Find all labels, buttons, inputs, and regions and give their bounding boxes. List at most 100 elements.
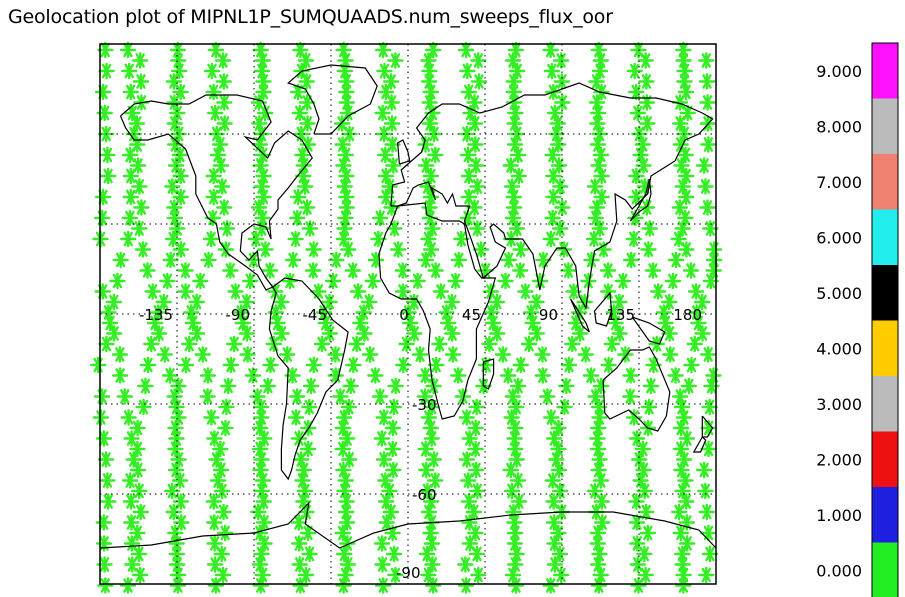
sample-marker <box>555 241 573 258</box>
sample-marker <box>468 545 486 563</box>
colorbar-tick-labels: 0.000 1.000 2.000 3.000 4.000 5.000 6.000 7.000… <box>816 62 862 581</box>
sample-marker <box>421 199 438 216</box>
sample-marker <box>382 73 400 90</box>
sample-marker <box>508 398 525 416</box>
sample-marker <box>338 94 355 111</box>
sample-marker <box>116 388 133 405</box>
sample-marker <box>194 346 211 363</box>
sample-marker <box>549 115 566 132</box>
sample-marker <box>467 157 485 174</box>
sample-marker <box>348 335 365 353</box>
colorbar-tick-label: 0.000 <box>816 561 862 580</box>
sample-marker <box>679 104 696 122</box>
sample-marker <box>427 146 444 164</box>
sample-marker <box>259 377 277 395</box>
sample-marker <box>328 251 345 269</box>
sample-marker <box>288 388 306 405</box>
sample-marker <box>589 115 606 132</box>
sample-marker <box>111 346 129 363</box>
sample-marker <box>225 335 243 353</box>
sample-marker <box>129 524 146 542</box>
sample-marker <box>592 566 609 584</box>
sample-marker <box>296 482 314 500</box>
sample-marker <box>289 188 307 206</box>
sample-marker <box>129 157 147 174</box>
sample-marker <box>504 566 522 584</box>
sample-marker <box>470 52 487 69</box>
sample-marker <box>425 125 443 143</box>
sample-marker <box>168 220 186 237</box>
sample-marker <box>305 241 322 258</box>
sample-marker <box>420 566 437 584</box>
sample-marker <box>698 566 715 584</box>
sample-marker <box>342 377 359 395</box>
sample-marker <box>509 377 527 395</box>
sample-marker <box>469 178 486 195</box>
sample-marker <box>299 136 317 153</box>
sample-marker <box>232 304 250 321</box>
sample-marker <box>206 535 223 552</box>
sample-marker <box>453 230 470 248</box>
colorbar-swatch <box>872 376 898 432</box>
sample-marker <box>131 482 148 500</box>
sample-marker <box>550 440 567 458</box>
sample-marker <box>522 304 540 321</box>
sample-marker <box>279 346 296 363</box>
sample-marker <box>327 346 344 363</box>
sample-marker <box>254 566 271 584</box>
sample-marker <box>370 230 387 248</box>
sample-marker <box>428 356 445 374</box>
sample-marker <box>166 94 183 111</box>
sample-marker <box>218 398 235 416</box>
sample-marker <box>355 304 372 321</box>
sample-marker <box>420 503 438 521</box>
sample-marker <box>457 556 474 573</box>
sample-marker <box>697 178 714 195</box>
sample-marker <box>591 545 608 563</box>
sample-marker <box>131 52 149 69</box>
sample-marker <box>252 461 269 479</box>
sample-marker <box>395 356 412 374</box>
sample-marker <box>305 356 322 374</box>
sample-marker <box>571 325 589 342</box>
sample-marker <box>301 398 318 416</box>
sample-marker <box>172 167 189 185</box>
sample-marker <box>336 482 353 500</box>
sample-marker <box>257 241 274 258</box>
sample-marker <box>425 451 443 468</box>
sample-marker <box>131 566 149 584</box>
sample-marker <box>534 346 551 363</box>
sample-marker <box>120 409 137 426</box>
sample-marker <box>466 199 483 216</box>
sample-marker <box>375 125 393 143</box>
sample-marker <box>444 346 462 363</box>
sample-marker <box>699 199 716 216</box>
sample-marker <box>588 199 606 216</box>
sample-marker <box>167 461 185 479</box>
sample-marker <box>461 535 479 552</box>
sample-marker <box>551 545 569 563</box>
sample-marker <box>586 482 604 500</box>
sample-marker <box>121 472 139 489</box>
sample-marker <box>512 262 529 279</box>
sample-marker <box>626 62 643 80</box>
sample-marker <box>381 482 398 500</box>
sample-marker <box>304 262 322 279</box>
sample-marker <box>375 41 392 59</box>
sample-marker <box>273 325 290 342</box>
sample-marker <box>373 430 391 447</box>
sample-marker <box>470 73 488 90</box>
sample-marker <box>488 325 506 342</box>
sample-marker <box>494 346 512 363</box>
sample-marker <box>137 377 154 395</box>
sample-marker <box>512 356 529 374</box>
sample-marker <box>614 272 632 290</box>
sample-marker <box>431 335 448 353</box>
sample-marker <box>367 251 385 269</box>
sample-marker <box>205 493 222 510</box>
sample-marker <box>239 346 256 363</box>
sample-marker <box>629 104 647 122</box>
sample-marker <box>216 524 234 542</box>
sample-marker <box>281 272 299 290</box>
sample-marker <box>422 524 439 542</box>
